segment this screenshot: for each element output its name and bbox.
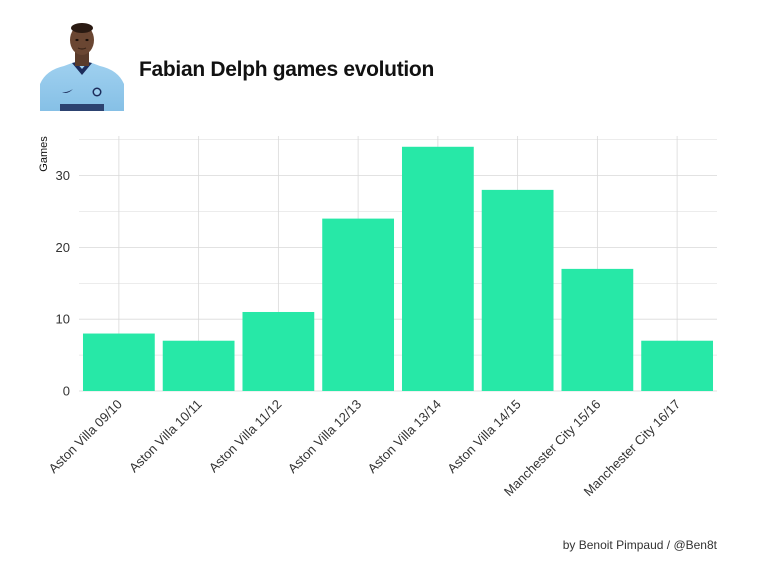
bar (641, 340, 714, 391)
bar (82, 333, 155, 391)
bar (561, 268, 634, 391)
x-tick-label: Aston Villa 12/13 (285, 397, 364, 476)
x-tick-label: Aston Villa 09/10 (46, 397, 125, 476)
x-tick-label: Aston Villa 11/12 (206, 397, 285, 476)
x-tick-label: Aston Villa 14/15 (444, 397, 523, 476)
player-portrait-icon (40, 22, 124, 111)
bar (322, 218, 395, 391)
x-axis-ticks: Aston Villa 09/10 Aston Villa 10/11 Aston … (46, 397, 684, 500)
chart-bars (82, 146, 714, 391)
y-axis-ticks: 0 10 20 30 (56, 168, 70, 398)
bar (481, 189, 554, 391)
chart-title: Fabian Delph games evolution (139, 58, 434, 81)
y-tick-label: 30 (56, 168, 70, 183)
x-tick-label: Aston Villa 13/14 (365, 397, 444, 476)
chart-caption: by Benoit Pimpaud / @Ben8t (562, 538, 717, 552)
y-tick-label: 20 (56, 240, 70, 255)
bar (242, 311, 315, 391)
bar (401, 146, 474, 391)
bar (162, 340, 235, 391)
y-axis-label: Games (38, 136, 50, 172)
x-tick-label: Aston Villa 10/11 (126, 397, 205, 476)
y-tick-label: 10 (56, 312, 70, 327)
y-tick-label: 0 (63, 384, 70, 399)
